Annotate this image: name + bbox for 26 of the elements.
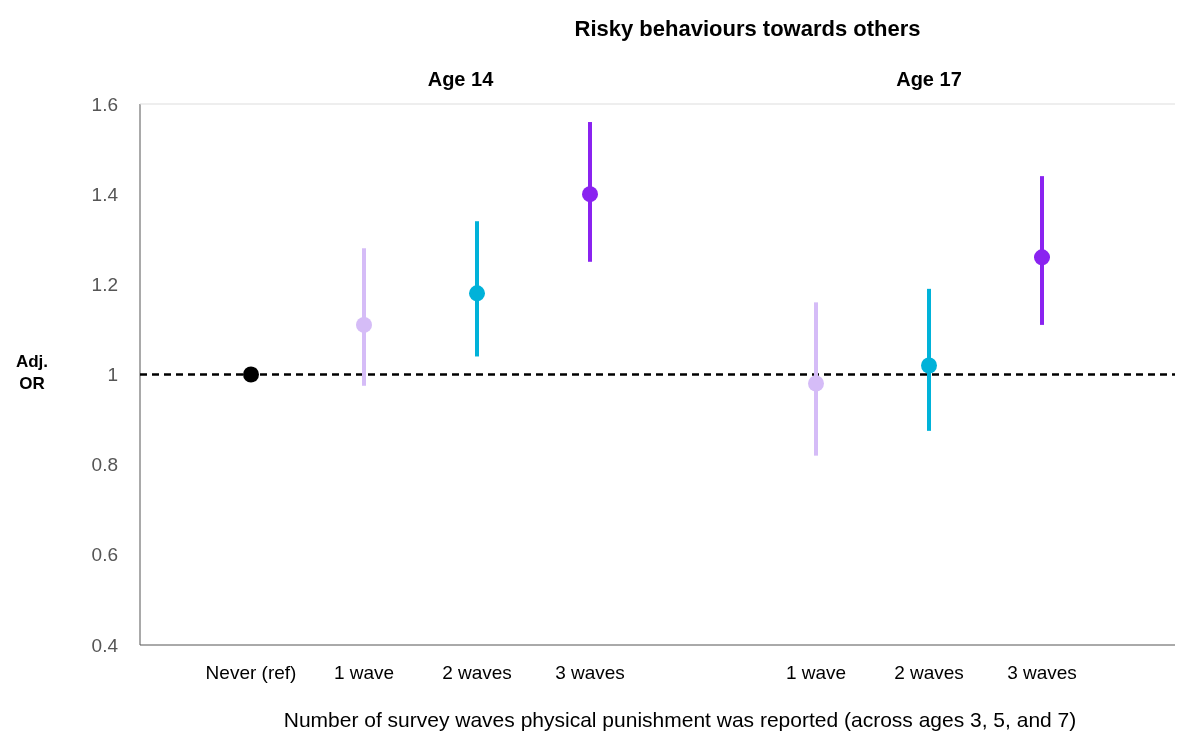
y-tick-label: 0.6 — [91, 544, 118, 566]
point — [921, 357, 937, 374]
text: Age 14 — [427, 68, 495, 90]
y-tick-label: 1.4 — [91, 183, 119, 205]
text: Age 17 — [896, 68, 962, 90]
x-tick-label: 2 waves — [442, 662, 512, 683]
point — [469, 285, 485, 302]
x-tick-label: 2 waves — [894, 662, 964, 683]
x-tick-label: 3 waves — [555, 662, 625, 683]
y-tick-label: 1.2 — [91, 273, 118, 295]
x-tick-label: 1 wave — [333, 662, 395, 683]
y-tick-label: 0.4 — [91, 634, 119, 656]
point — [356, 316, 372, 333]
y-tick-label: 1 — [107, 364, 118, 386]
x-tick-label: 1 wave — [785, 662, 847, 683]
point — [808, 375, 824, 392]
chart-title: Risky behaviours towards others — [574, 16, 921, 41]
point — [243, 366, 259, 383]
x-tick-label: 3 waves — [1007, 662, 1077, 683]
y-tick-label: 1.6 — [91, 93, 118, 115]
y-axis-title: Adj. OR — [15, 351, 49, 393]
y-tick-label: 0.8 — [91, 454, 118, 476]
point — [1034, 249, 1050, 266]
x-axis-title: Number of survey waves physical punishment was reported (across ages 3, 5, and 7) — [283, 708, 1077, 731]
point — [582, 186, 598, 203]
x-tick-label: Never (ref) — [205, 662, 297, 683]
